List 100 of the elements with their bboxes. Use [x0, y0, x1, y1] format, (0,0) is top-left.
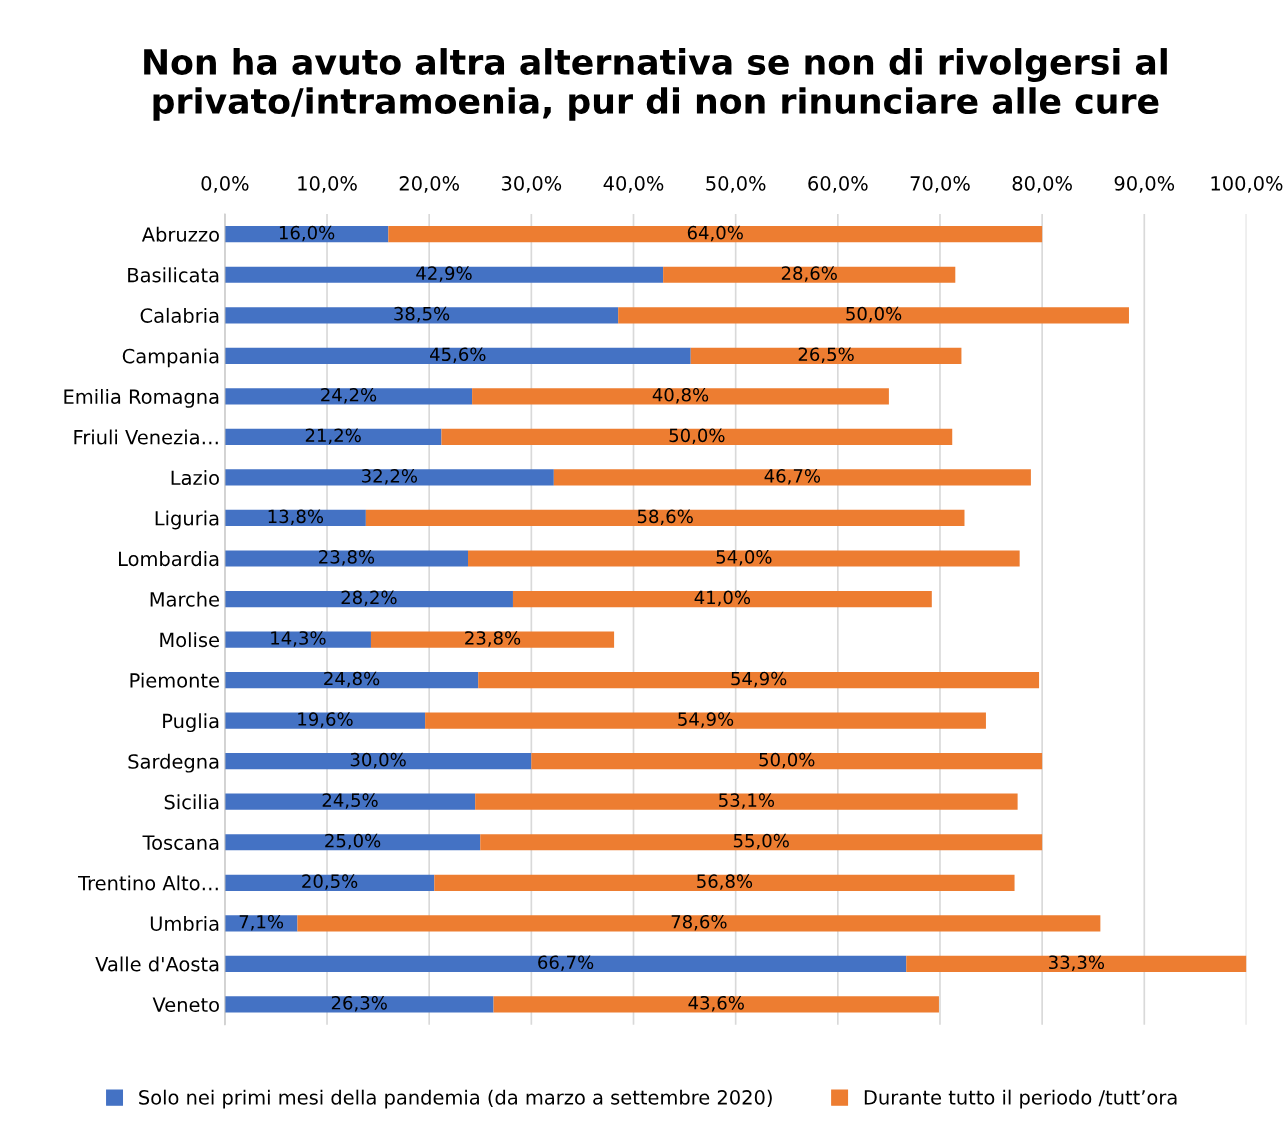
y-tick-label: Basilicata	[128, 267, 219, 283]
data-label: 53,1%	[719, 793, 775, 809]
bar	[690, 347, 962, 364]
bar	[553, 469, 1031, 486]
bar	[531, 753, 1043, 770]
data-label: 55,0%	[733, 833, 789, 850]
y-tick-label: Umbria	[150, 915, 219, 931]
data-label: 50,0%	[846, 306, 902, 323]
bar	[224, 631, 371, 648]
bar	[224, 469, 554, 486]
bar	[224, 388, 473, 405]
bar	[425, 712, 986, 729]
data-label: 64,0%	[687, 225, 743, 242]
y-tick-label: Trentino Alto…	[78, 875, 218, 891]
data-label: 43,6%	[688, 995, 744, 1012]
bar	[370, 631, 615, 648]
data-label: 50,0%	[669, 428, 725, 444]
y-tick-label: Lombardia	[119, 551, 219, 567]
bar	[224, 550, 469, 567]
x-tick-label: 30,0%	[501, 176, 562, 193]
data-label: 24,5%	[322, 793, 378, 809]
bar	[478, 672, 1040, 689]
x-tick-label: 80,0%	[1012, 176, 1072, 193]
data-label: 16,0%	[279, 225, 335, 242]
x-tick-label: 90,0%	[1114, 176, 1175, 193]
y-tick-label: Sardegna	[128, 753, 219, 773]
x-tick-label: 40,0%	[603, 176, 664, 193]
data-label: 45,6%	[430, 347, 486, 363]
bar	[224, 307, 619, 324]
data-label: 25,0%	[325, 833, 381, 850]
bar	[663, 266, 956, 283]
bar	[472, 388, 889, 405]
bar	[365, 509, 965, 527]
bar	[224, 955, 907, 972]
bar	[224, 874, 435, 891]
data-label: 33,3%	[1049, 955, 1105, 971]
bar	[441, 428, 953, 445]
y-tick-label: Piemonte	[130, 672, 219, 688]
x-tick-label: 0,0%	[201, 176, 249, 193]
legend-label: Solo nei primi mesi della pandemia (da marzo a settembre 2020)	[139, 1089, 772, 1109]
data-label: 58,6%	[637, 509, 693, 526]
data-label: 40,8%	[652, 387, 709, 404]
y-tick-label: Lazio	[171, 470, 219, 486]
bar	[297, 915, 1101, 932]
data-label: 54,9%	[678, 712, 734, 728]
data-label: 23,8%	[319, 550, 375, 566]
data-label: 24,2%	[321, 387, 377, 404]
data-label: 46,7%	[764, 469, 821, 485]
bar	[224, 672, 479, 689]
data-label: 54,0%	[716, 550, 772, 566]
bar	[475, 793, 1018, 810]
y-tick-label: Abruzzo	[141, 226, 219, 242]
y-tick-label: Sicilia	[164, 794, 219, 810]
y-tick-label: Marche	[150, 591, 219, 607]
y-tick-label: Calabria	[140, 307, 219, 323]
bar	[224, 793, 476, 810]
data-label: 7,1%	[239, 914, 284, 931]
y-tick-label: Puglia	[163, 713, 219, 733]
y-tick-label: Toscana	[142, 835, 219, 850]
data-label: 13,8%	[268, 509, 324, 526]
bar	[224, 834, 481, 851]
data-label: 28,6%	[781, 266, 837, 282]
x-tick-label: 20,0%	[399, 176, 459, 193]
data-label: 41,0%	[694, 590, 751, 607]
bar	[480, 834, 1043, 851]
y-tick-label: Veneto	[152, 997, 219, 1013]
y-tick-label: Emilia Romagna	[64, 388, 219, 408]
data-label: 38,5%	[394, 306, 450, 323]
y-tick-label: Friuli Venezia…	[74, 429, 218, 445]
y-tick-label: Campania	[122, 348, 219, 368]
bar	[512, 590, 932, 608]
data-label: 26,3%	[331, 995, 387, 1012]
data-label: 26,5%	[798, 347, 854, 363]
data-label: 32,2%	[362, 469, 418, 485]
bar	[224, 266, 664, 283]
x-tick-label: 10,0%	[298, 176, 357, 193]
bar	[224, 428, 442, 445]
x-tick-label: 100,0%	[1211, 176, 1283, 193]
legend-label: Durante tutto il periodo /tutt’ora	[864, 1089, 1177, 1109]
bar	[224, 347, 691, 364]
data-label: 23,8%	[465, 631, 521, 647]
data-label: 50,0%	[759, 752, 815, 769]
x-tick-label: 50,0%	[706, 176, 766, 193]
bar	[388, 226, 1043, 243]
data-label: 56,8%	[697, 874, 753, 890]
bar	[468, 550, 1020, 567]
data-label: 20,5%	[302, 874, 358, 890]
chart-title: Non ha avuto altra alternativa se non di rivolgersi al privato/intramoenia, pur di non rinunciare alle cure	[144, 48, 1167, 121]
y-tick-label: Liguria	[155, 510, 219, 530]
data-label: 78,6%	[671, 914, 727, 931]
y-tick-label: Valle d'Aosta	[95, 956, 219, 972]
data-label: 14,3%	[271, 631, 326, 647]
bar	[224, 996, 494, 1013]
data-label: 19,6%	[298, 712, 353, 728]
y-tick-label: Molise	[160, 632, 219, 648]
bar	[224, 590, 513, 608]
bar	[224, 753, 532, 770]
bar	[434, 874, 1015, 891]
x-tick-label: 70,0%	[910, 176, 970, 193]
data-label: 30,0%	[350, 752, 406, 769]
